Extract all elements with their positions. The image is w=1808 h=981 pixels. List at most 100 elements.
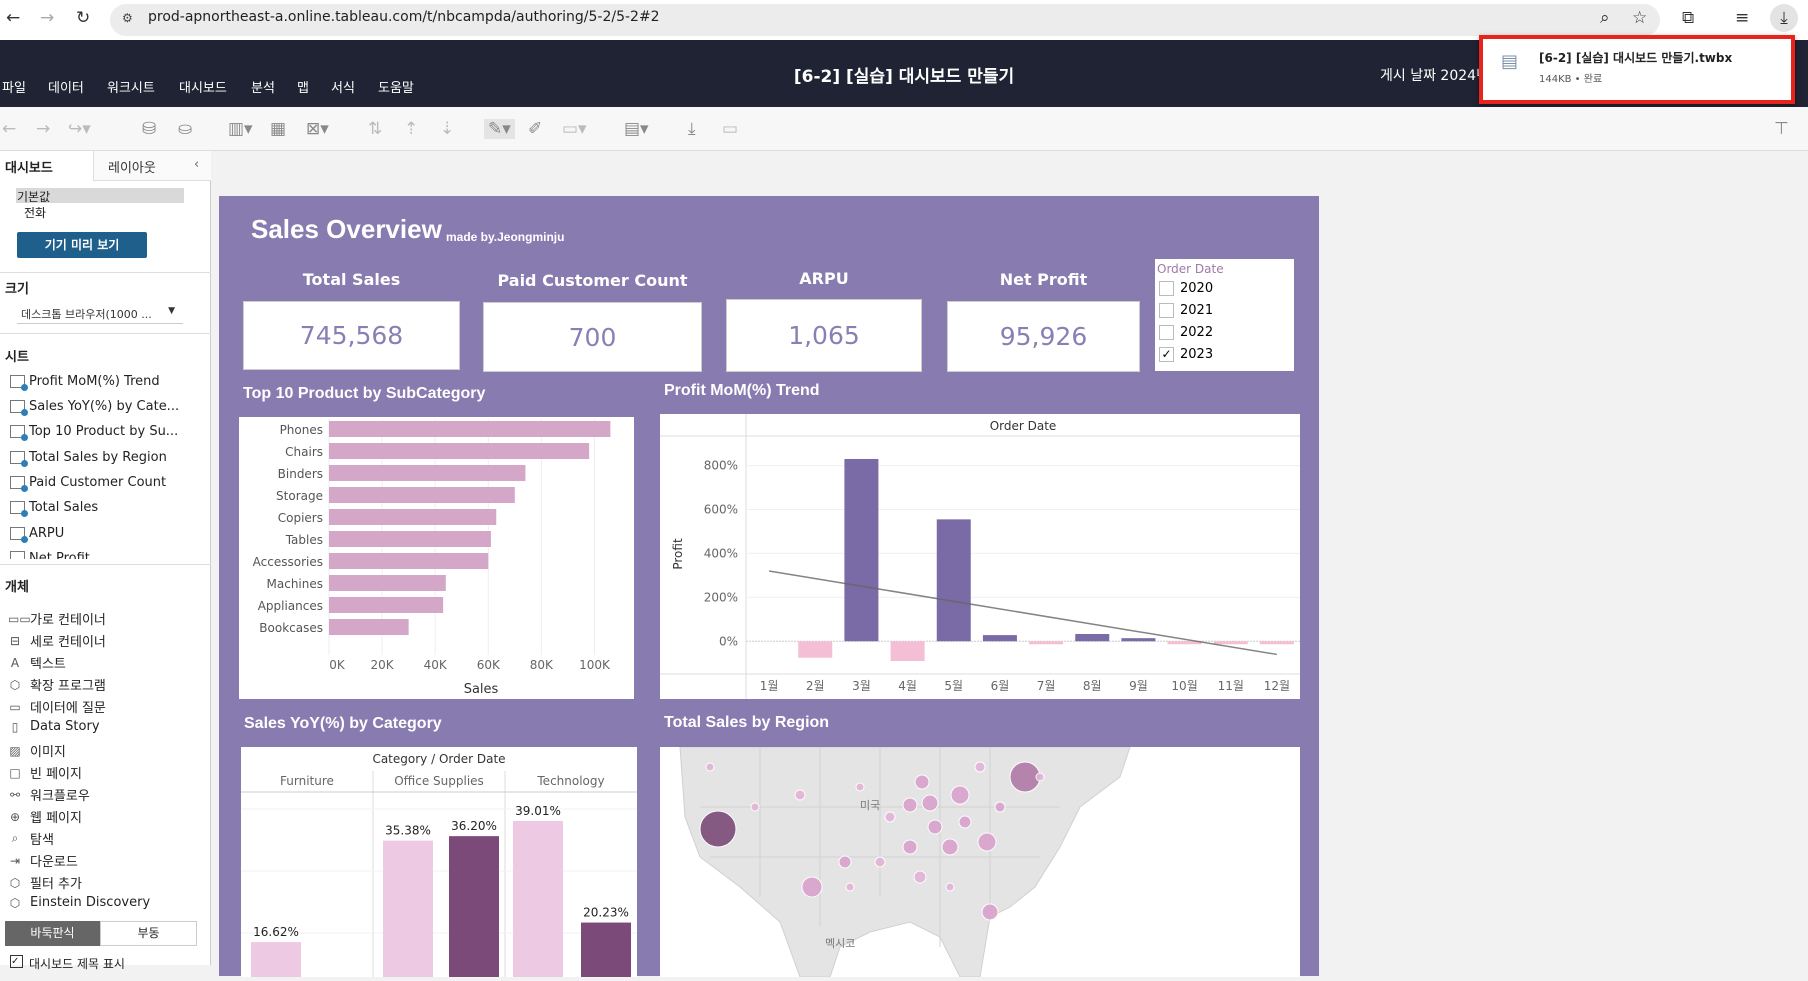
undo-icon[interactable]: ← [2,119,17,139]
kpi-arpu[interactable]: 1,065 [726,299,922,372]
sheet-item[interactable]: Paid Customer Count [10,475,166,492]
filter-option[interactable]: ✓ 2023 [1159,347,1213,362]
object-item[interactable]: □ 빈 페이지 [8,763,82,783]
tab-layout[interactable]: 레이아웃 ‹ [93,151,211,181]
menu-analysis[interactable]: 분석 [251,81,275,96]
object-item[interactable]: ⬡ Einstein Discovery [8,895,150,910]
reload-icon[interactable]: ↻ [76,8,91,28]
menu-data[interactable]: 데이터 [48,81,84,96]
checkbox[interactable] [1159,303,1174,318]
labels-icon[interactable]: ▭▾ [562,119,587,139]
show-me-icon[interactable]: ▤▾ [624,119,649,139]
presentation-icon[interactable]: ▭ [722,119,739,139]
highlight-icon[interactable]: ✎▾ [484,119,515,139]
redo-icon[interactable]: → [36,119,51,139]
object-item[interactable]: A 텍스트 [8,653,66,673]
sheet-item[interactable]: ARPU [10,526,64,543]
object-item[interactable]: ⊕ 웹 페이지 [8,807,82,827]
menu-map[interactable]: 맵 [297,81,309,96]
sheet-item[interactable]: Total Sales [10,500,98,517]
object-icon: ⬡ [9,875,21,890]
show-title-checkbox[interactable]: ✓ 대시보드 제목 표시 [10,955,125,972]
device-phone[interactable]: 전화 [24,206,47,220]
sheet-item[interactable]: Top 10 Product by Su... [10,424,178,441]
bar [329,597,444,613]
data-label: 16.62% [253,925,299,939]
object-item[interactable]: ⬡ 필터 추가 [8,873,82,893]
object-item[interactable]: ▯ Data Story [8,719,100,734]
address-bar[interactable] [110,4,1660,36]
menu-worksheet[interactable]: 워크시트 [107,81,155,96]
replay-icon[interactable]: ↪▾ [68,119,91,139]
sales-map-panel[interactable]: 미국 멕시코 [660,747,1300,977]
object-item[interactable]: ▭ 데이터에 질문 [8,697,106,717]
tab-dashboard[interactable]: 대시보드 [5,161,53,176]
checkbox[interactable] [1159,281,1174,296]
checkbox-icon: ✓ [10,955,23,968]
menu-file[interactable]: 파일 [2,81,26,96]
back-icon[interactable]: ← [6,8,21,28]
new-datasource-icon[interactable]: ⛁ [142,119,157,139]
checkbox[interactable]: ✓ [1159,347,1174,362]
object-item[interactable]: ⚯ 워크플로우 [8,785,90,805]
kpi-net-profit[interactable]: 95,926 [947,301,1140,372]
filter-option[interactable]: 2021 [1159,303,1213,318]
media-icon[interactable]: ≡ [1735,8,1750,28]
sheets-list[interactable]: Profit MoM(%) Trend Sales YoY(%) by Cate… [0,369,211,709]
extensions-icon[interactable]: ⧉ [1682,8,1695,28]
sort-asc-icon[interactable]: ⇡ [404,119,419,139]
object-label: Einstein Discovery [30,895,151,910]
kpi-paid-customer-label: Paid Customer Count [497,271,688,290]
forward-icon[interactable]: → [40,8,55,28]
sheet-item[interactable]: Profit MoM(%) Trend [10,374,160,391]
bookmark-star-icon[interactable]: ☆ [1632,8,1648,28]
object-item[interactable]: ⬡ 확장 프로그램 [8,675,106,695]
object-item[interactable]: ⇥ 다운로드 [8,851,78,871]
menu-format[interactable]: 서식 [331,81,355,96]
checkbox[interactable] [1159,325,1174,340]
menu-dashboard[interactable]: 대시보드 [179,81,227,96]
bar [844,458,879,642]
site-settings-icon[interactable]: ⚙ [122,11,133,25]
size-dropdown[interactable]: 데스크톱 브라우저(1000 ... ▼ [17,304,183,324]
object-item[interactable]: ⌕ 탐색 [8,829,54,848]
object-label: 탐색 [30,833,54,848]
download-popup[interactable]: ▤ [6-2] [실습] 대시보드 만들기.twbx 144KB • 완료 [1479,35,1795,104]
new-worksheet-icon[interactable]: ▥▾ [228,119,253,139]
object-item[interactable]: ⊟ 세로 컨테이너 [8,631,106,651]
clear-sheet-icon[interactable]: ⊠▾ [306,119,329,139]
duplicate-icon[interactable]: ▦ [270,119,287,139]
url-text[interactable]: prod-apnortheast-a.online.tableau.com/t/… [148,9,660,25]
y-tick-label: 0% [719,634,738,648]
sheet-item[interactable]: Net Profit [10,551,90,559]
menu-help[interactable]: 도움말 [378,81,414,96]
collapse-icon[interactable]: ‹ [194,157,200,172]
download-sheet-icon[interactable]: ⤓ [688,119,696,139]
sales-bubble [994,801,1006,813]
sheet-item[interactable]: Total Sales by Region [10,450,167,467]
category-label: Furniture [280,774,334,788]
yoy-chart-panel: Category / Order Date Furniture Office Sup… [241,747,637,977]
kpi-total-sales[interactable]: 745,568 [243,301,460,370]
swap-icon[interactable]: ⇅ [368,119,383,139]
download-filename[interactable]: [6-2] [실습] 대시보드 만들기.twbx [1539,51,1733,65]
size-label: 크기 [5,282,29,297]
pause-updates-icon[interactable]: ⛀ [178,119,193,139]
object-item[interactable]: ▭▭ 가로 컨테이너 [8,609,106,629]
zoom-icon[interactable]: ⌕ [1600,8,1610,28]
object-item[interactable]: ▨ 이미지 [8,741,66,761]
device-default[interactable]: 기본값 [16,188,184,204]
download-icon[interactable]: ⤓ [1770,4,1798,32]
kpi-paid-customer[interactable]: 700 [483,302,702,372]
divider [0,272,211,273]
group-icon[interactable]: ✐ [528,119,543,139]
filter-option[interactable]: 2020 [1159,281,1213,296]
format-painter-icon[interactable]: ⊤ [1774,119,1789,139]
floating-toggle[interactable]: 부동 [100,921,197,946]
sort-desc-icon[interactable]: ⇣ [440,119,455,139]
filter-option[interactable]: 2022 [1159,325,1213,340]
tiled-toggle[interactable]: 바둑판식 [5,921,100,946]
device-preview-button[interactable]: 기기 미리 보기 [17,232,147,258]
sheet-item[interactable]: Sales YoY(%) by Cate... [10,399,179,416]
